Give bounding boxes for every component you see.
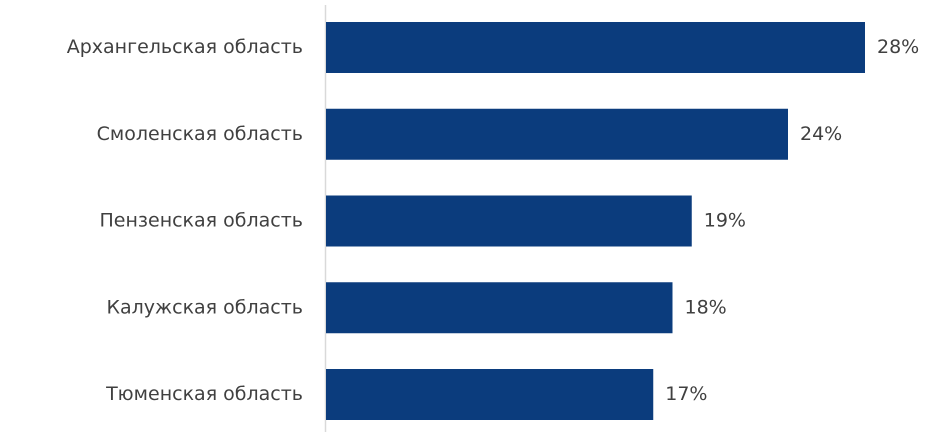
value-label-3: 19%	[704, 210, 746, 232]
category-label-5: Тюменская область	[105, 383, 303, 405]
category-label-2: Смоленская область	[97, 123, 303, 145]
category-label-4: Калужская область	[106, 296, 303, 318]
bar-3	[326, 195, 692, 247]
category-label-1: Архангельская область	[67, 36, 303, 58]
bar-5	[326, 369, 654, 420]
value-labels-group: 28% 24% 19% 18% 17%	[665, 36, 919, 405]
value-label-4: 18%	[685, 296, 727, 318]
value-label-2: 24%	[800, 123, 842, 145]
bar-4	[326, 282, 673, 334]
value-label-1: 28%	[877, 36, 919, 58]
bar-2	[326, 108, 788, 160]
bars-group	[326, 22, 865, 420]
bar-1	[326, 22, 865, 73]
value-label-5: 17%	[665, 383, 707, 405]
category-labels-group: Архангельская область Смоленская область П…	[67, 36, 303, 405]
category-label-3: Пензенская область	[100, 210, 304, 232]
